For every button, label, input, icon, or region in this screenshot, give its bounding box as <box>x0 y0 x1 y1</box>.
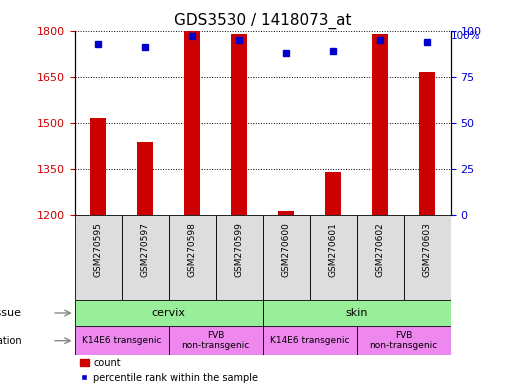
FancyBboxPatch shape <box>263 300 451 326</box>
Text: FVB
non-transgenic: FVB non-transgenic <box>369 331 438 351</box>
Text: GSM270603: GSM270603 <box>423 222 432 277</box>
FancyBboxPatch shape <box>75 215 122 300</box>
FancyBboxPatch shape <box>263 215 310 300</box>
FancyBboxPatch shape <box>75 300 263 326</box>
Text: FVB
non-transgenic: FVB non-transgenic <box>181 331 250 351</box>
Text: 100%: 100% <box>451 31 480 41</box>
Text: skin: skin <box>346 308 368 318</box>
Bar <box>325 172 341 215</box>
Bar <box>372 34 388 215</box>
Text: cervix: cervix <box>151 308 186 318</box>
Text: K14E6 transgenic: K14E6 transgenic <box>82 336 161 345</box>
Text: GSM270597: GSM270597 <box>141 222 150 277</box>
Text: GSM270595: GSM270595 <box>94 222 102 277</box>
FancyBboxPatch shape <box>75 326 168 355</box>
Legend: count, percentile rank within the sample: count, percentile rank within the sample <box>79 358 258 383</box>
FancyBboxPatch shape <box>168 326 263 355</box>
Text: GSM270602: GSM270602 <box>375 222 385 277</box>
Bar <box>278 211 295 215</box>
FancyBboxPatch shape <box>168 215 216 300</box>
FancyBboxPatch shape <box>263 326 356 355</box>
FancyBboxPatch shape <box>310 215 356 300</box>
Text: GSM270601: GSM270601 <box>329 222 338 277</box>
Text: K14E6 transgenic: K14E6 transgenic <box>270 336 349 345</box>
FancyBboxPatch shape <box>356 215 404 300</box>
FancyBboxPatch shape <box>122 215 168 300</box>
FancyBboxPatch shape <box>356 326 451 355</box>
Text: tissue: tissue <box>0 308 22 318</box>
Text: GSM270598: GSM270598 <box>187 222 197 277</box>
Bar <box>137 142 153 215</box>
Text: genotype/variation: genotype/variation <box>0 336 22 346</box>
Text: GSM270599: GSM270599 <box>235 222 244 277</box>
Bar <box>90 118 107 215</box>
FancyBboxPatch shape <box>216 215 263 300</box>
FancyBboxPatch shape <box>404 215 451 300</box>
Text: GSM270600: GSM270600 <box>282 222 290 277</box>
Bar <box>231 34 247 215</box>
Title: GDS3530 / 1418073_at: GDS3530 / 1418073_at <box>174 13 351 29</box>
Bar <box>184 31 200 215</box>
Bar <box>419 72 435 215</box>
